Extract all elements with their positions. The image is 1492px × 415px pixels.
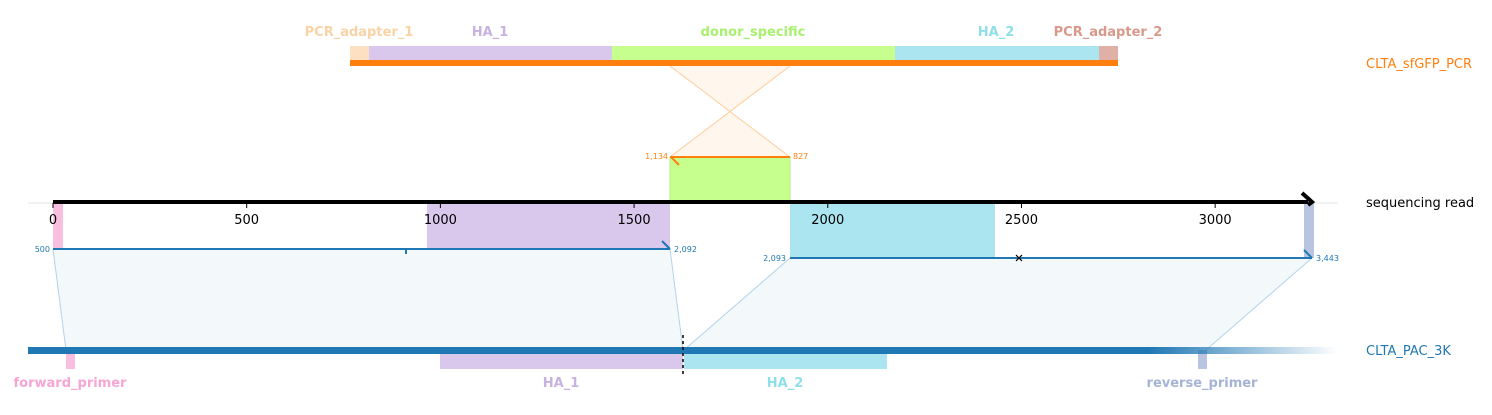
ha2-block-bottom [684,350,887,369]
axis-tick-label: 1000 [424,213,457,228]
axis-tick-label: 2500 [1005,213,1038,228]
right-connector-shade [684,258,1312,350]
left-alignment: 500 2,092 [35,240,697,351]
pcr-adapter-2-label: PCR_adapter_2 [1054,25,1163,40]
pcr-adapter-1-label: PCR_adapter_1 [305,25,414,40]
axis-tick-label: 3000 [1199,213,1232,228]
ha1-label-top: HA_1 [472,25,509,40]
pcr-adapter-1-block [350,46,369,60]
top-alignment: 1,134 827 [645,152,808,166]
bottom-construct-line [28,347,1148,354]
right-alignment: 2,093 3,443 [683,249,1339,351]
right-connector-edge-a [683,257,791,351]
right-alignment-right-label: 3,443 [1316,254,1339,263]
axis-tick-label: 500 [234,213,259,228]
right-alignment-mismatch-mark [1015,254,1023,262]
read-features [53,156,1314,258]
top-construct-line [350,60,1118,66]
ha2-block-top [895,46,1099,60]
donor-specific-block [612,46,895,60]
axis-tick-label: 1500 [618,213,651,228]
right-alignment-left-label: 2,093 [763,254,786,263]
axis-ticks: 0 500 1000 1500 2000 2500 3000 [49,203,1232,228]
forward-primer-label: forward_primer [14,376,128,391]
ha1-read-block [427,203,670,249]
donor-match-block [669,156,791,204]
read-name: sequencing read [1366,196,1474,211]
ha2-read-block [790,203,995,258]
bottom-construct-name: CLTA_PAC_3K [1366,344,1451,359]
right-alignment-arrow-tick [1303,249,1313,259]
read-axis-arrowhead [1300,191,1316,207]
top-alignment-arrow-tick [670,156,680,166]
left-alignment-right-label: 2,092 [674,245,697,254]
ha1-label-bottom: HA_1 [543,376,580,391]
left-alignment-left-label: 500 [35,245,50,254]
top-alignment-connector [669,65,791,158]
top-construct-name: CLTA_sfGFP_PCR [1366,57,1472,72]
axis-tick-label: 0 [49,213,57,228]
right-connector-edge-b [1205,257,1313,351]
top-connector-line-b [669,65,791,158]
left-alignment-arrow-tick [661,240,671,250]
pcr-adapter-2-block [1099,46,1118,60]
forward-primer-block [66,350,75,369]
ha1-block-top [369,46,612,60]
ha1-block-bottom [440,350,683,369]
read-axis: 0 500 1000 1500 2000 2500 3000 sequencing read [28,191,1474,228]
reverse-primer-read-block [1304,203,1314,258]
reverse-primer-label: reverse_primer [1147,376,1259,391]
axis-tick-label: 2000 [811,213,844,228]
ha2-label-top: HA_2 [978,25,1015,40]
top-alignment-right-label: 827 [793,152,808,161]
top-alignment-left-label: 1,134 [645,152,668,161]
ha2-label-bottom: HA_2 [767,376,804,391]
donor-specific-label: donor_specific [701,25,806,40]
bottom-construct: forward_primer HA_1 HA_2 reverse_primer … [14,335,1451,391]
left-connector-edge-b [669,248,684,351]
top-construct: PCR_adapter_1 HA_1 donor_specific HA_2 P… [305,25,1472,72]
reverse-primer-block [1198,350,1207,369]
bottom-construct-line-fade [1148,347,1338,354]
left-connector-shade [53,249,683,350]
forward-primer-read-block [53,203,63,249]
left-connector-edge-a [52,248,67,351]
